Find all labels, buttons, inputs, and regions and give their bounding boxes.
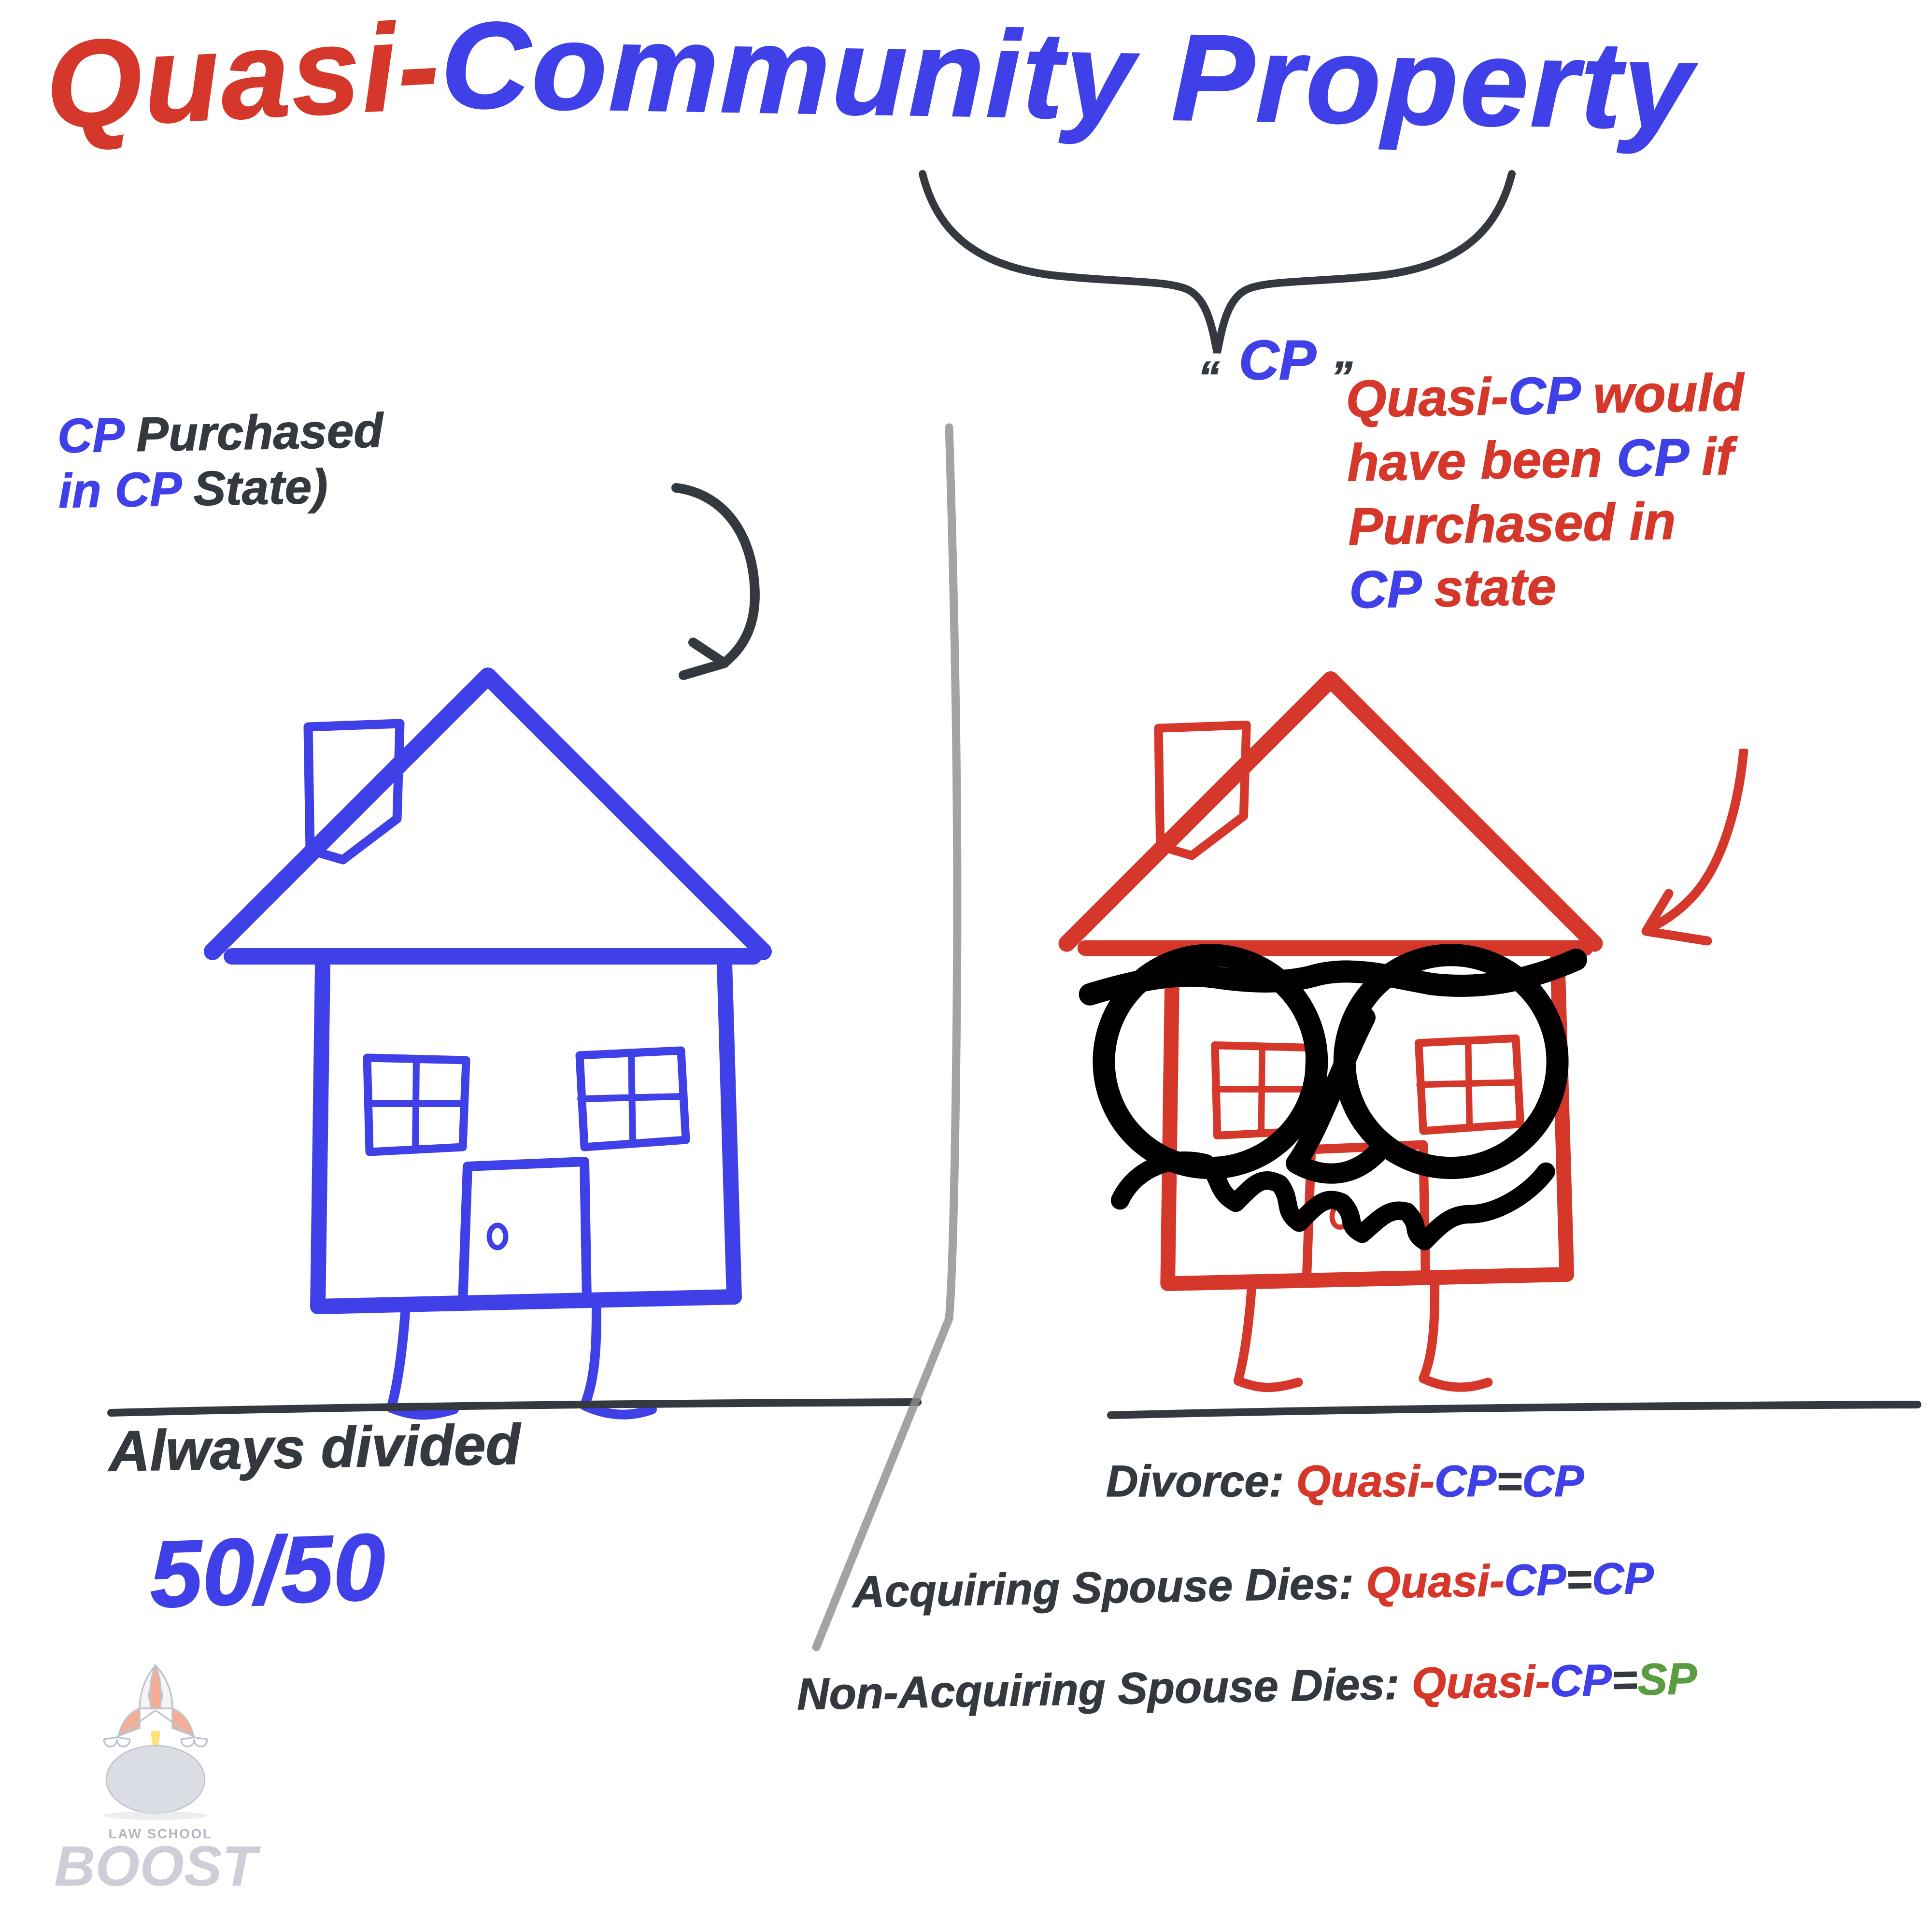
svg-text:BOOST: BOOST xyxy=(54,1834,261,1898)
